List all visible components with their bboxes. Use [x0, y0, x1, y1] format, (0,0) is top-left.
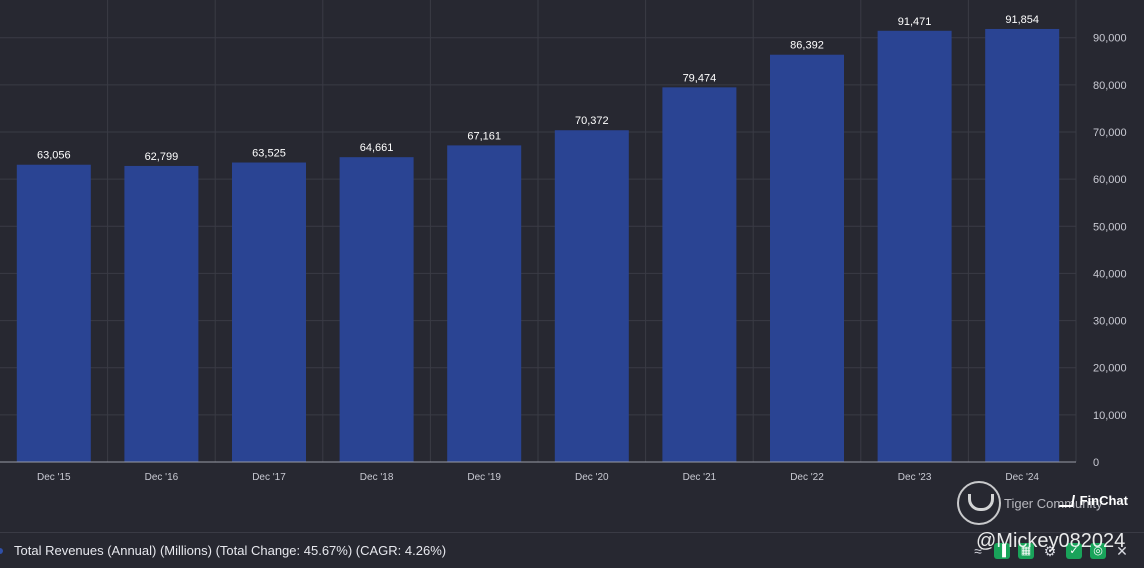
- x-axis: Dec '15 Dec '16 Dec '17 Dec '18 Dec '19 Dec '…: [0, 461, 1076, 483]
- data-label: 91,854: [1005, 14, 1039, 26]
- data-labels: 63,056 62,799 63,525 64,661 67,161 70,372 79,4…: [37, 14, 1039, 163]
- close-icon[interactable]: ✕: [1116, 543, 1128, 559]
- target-icon[interactable]: ◎: [1090, 543, 1106, 559]
- y-tick-label: 10,000: [1093, 410, 1127, 422]
- bar[interactable]: [770, 54, 844, 463]
- legend-label: Total Revenues (Annual) (Millions) (Tota…: [14, 543, 447, 558]
- bar[interactable]: [447, 145, 522, 462]
- table-icon[interactable]: ▦: [1018, 543, 1034, 559]
- bar[interactable]: [232, 162, 306, 462]
- data-label: 64,661: [360, 142, 394, 154]
- watermark-community: Tiger Community: [1004, 496, 1103, 511]
- x-tick-label: Dec '18: [360, 472, 394, 483]
- data-label: 62,799: [145, 151, 179, 163]
- x-tick-label: Dec '24: [1005, 472, 1039, 483]
- chart-toolbar: ≈ ▐ ▦ ⚙ ✓ ◎ ✕: [970, 539, 1130, 563]
- y-axis: 0 10,000 20,000 30,000 40,000 50,000 60,000 70,…: [1093, 33, 1127, 469]
- bar[interactable]: [16, 164, 91, 462]
- x-tick-label: Dec '22: [790, 472, 824, 483]
- x-tick-label: Dec '19: [467, 472, 501, 483]
- x-tick-label: Dec '16: [145, 472, 179, 483]
- bar[interactable]: [985, 28, 1060, 462]
- y-tick-label: 0: [1093, 457, 1099, 469]
- data-label: 91,471: [898, 16, 932, 28]
- data-label: 79,474: [683, 72, 717, 84]
- x-tick-label: Dec '17: [252, 472, 286, 483]
- bar[interactable]: [662, 87, 737, 463]
- data-label: 63,525: [252, 148, 286, 160]
- watermark-handle: @Mickey082024: [976, 530, 1126, 552]
- legend-series-dot: [0, 548, 3, 554]
- y-tick-label: 50,000: [1093, 221, 1127, 233]
- brand-name: FinChat: [1079, 493, 1128, 508]
- data-label: 86,392: [790, 40, 824, 52]
- y-tick-label: 70,000: [1093, 127, 1127, 139]
- y-tick-label: 60,000: [1093, 174, 1127, 186]
- bars: [16, 28, 1060, 463]
- bar-chart-icon[interactable]: ▐: [994, 543, 1010, 559]
- bar[interactable]: [339, 157, 414, 463]
- y-tick-label: 20,000: [1093, 363, 1127, 375]
- legend-bar: Total Revenues (Annual) (Millions) (Tota…: [0, 532, 1144, 568]
- bar[interactable]: [124, 165, 199, 462]
- bar-chart: 63,056 62,799 63,525 64,661 67,161 70,372 79,4…: [0, 0, 1127, 483]
- y-tick-label: 80,000: [1093, 80, 1127, 92]
- data-label: 67,161: [467, 130, 501, 142]
- chart-line-icon[interactable]: ≈: [974, 543, 982, 559]
- finchat-logo-icon: [1058, 494, 1075, 507]
- gear-icon[interactable]: ⚙: [1043, 543, 1057, 559]
- y-tick-label: 90,000: [1093, 33, 1127, 45]
- brand-logo: FinChat: [1058, 493, 1128, 508]
- data-label: 70,372: [575, 115, 609, 127]
- x-tick-label: Dec '21: [683, 472, 717, 483]
- bar[interactable]: [877, 30, 952, 462]
- x-tick-label: Dec '15: [37, 472, 71, 483]
- data-label: 63,056: [37, 150, 71, 162]
- bar[interactable]: [554, 130, 629, 463]
- tiger-logo-icon: [957, 481, 1001, 525]
- y-tick-label: 30,000: [1093, 316, 1127, 328]
- x-tick-label: Dec '23: [898, 472, 932, 483]
- x-tick-label: Dec '20: [575, 472, 609, 483]
- check-icon[interactable]: ✓: [1066, 543, 1082, 559]
- y-tick-label: 40,000: [1093, 268, 1127, 280]
